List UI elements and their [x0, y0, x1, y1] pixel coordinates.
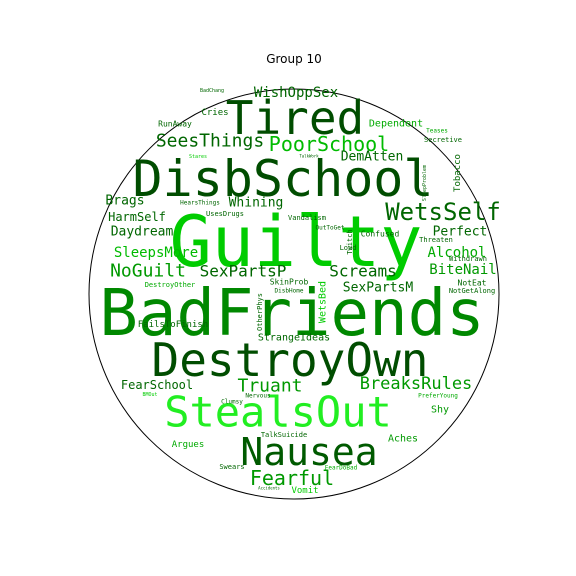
word-tobacco: Tobacco — [453, 154, 463, 192]
word-bmout: BMOut — [142, 392, 157, 398]
word-failstofinish: FailsToFinish — [138, 320, 208, 330]
word-strangeideas: StrangeIdeas — [258, 333, 330, 344]
word-disbhome: DisbHome — [275, 288, 304, 295]
word-talkwork: TalkWork — [299, 154, 319, 159]
word-threaten: Threaten — [419, 236, 453, 244]
chart-title: Group 10 — [266, 52, 322, 66]
word-secretive: Secretive — [424, 136, 462, 144]
word-teases: Teases — [426, 128, 448, 135]
word-harmself: HarmSelf — [108, 210, 166, 224]
word-notgetalong: NotGetAlong — [449, 287, 495, 295]
word-dematten: DemAtten — [341, 150, 404, 165]
word-hearsthings: HearsThings — [180, 200, 220, 207]
word-stares: Stares — [189, 154, 207, 160]
word-seesthings: SeesThings — [156, 131, 264, 152]
word-argues: Argues — [172, 440, 205, 450]
word-swears: Swears — [219, 463, 244, 471]
word-cries: Cries — [201, 108, 228, 118]
word-fearschool: FearSchool — [121, 378, 193, 392]
word-confused: Confused — [361, 230, 400, 239]
word-preferyoung: PreferYoung — [418, 393, 458, 400]
word-runaway: RunAway — [158, 120, 192, 129]
word-badchang: BadChang — [200, 88, 224, 94]
word-daydream: Daydream — [111, 225, 174, 240]
word-wetsself: WetsSelf — [385, 198, 501, 226]
word-shy: Shy — [431, 405, 449, 416]
word-noguilt: NoGuilt — [110, 261, 186, 282]
word-wishoppsex: WishOppSex — [254, 85, 338, 101]
word-otherphys: OtherPhys — [256, 293, 264, 331]
word-breaksrules: BreaksRules — [360, 374, 473, 394]
word-vomit: Vomit — [291, 486, 318, 496]
word-withdrawn: Withdrawn — [449, 255, 487, 263]
word-dependent: Dependent — [369, 119, 423, 130]
word-destroyother: DestroyOther — [145, 281, 196, 289]
word-aches: Aches — [388, 434, 418, 445]
word-skinprob: SkinProb — [270, 278, 309, 287]
word-nervous: Nervous — [245, 393, 271, 400]
word-outtoget: OutToGet — [316, 225, 345, 232]
word-sexpartsm: SexPartsM — [343, 281, 414, 296]
word-sleepsmore: SleepsMore — [114, 245, 198, 261]
word-loud: Loud — [340, 244, 357, 252]
word-usesdrugs: UsesDrugs — [206, 210, 244, 218]
word-wetsbed: WetsBed — [318, 281, 329, 323]
word-talksuicide: TalkSuicide — [261, 431, 307, 439]
word-brags: Brags — [105, 194, 144, 209]
word-accidents: Accidents — [258, 486, 280, 491]
word-feardobad: FearDoBad — [325, 465, 358, 472]
word-whining: Whining — [229, 196, 284, 211]
word-vandalism: Vandalism — [288, 214, 326, 222]
word-sleepproblem: SleepProblem — [422, 165, 428, 201]
word-bitenail: BiteNail — [429, 262, 496, 278]
words-layer: GuiltyBadFriendsDisbSchoolDestroyOwnStea… — [99, 85, 500, 496]
word-clumsy: Clumsy — [221, 399, 243, 406]
word-screams: Screams — [329, 262, 396, 281]
